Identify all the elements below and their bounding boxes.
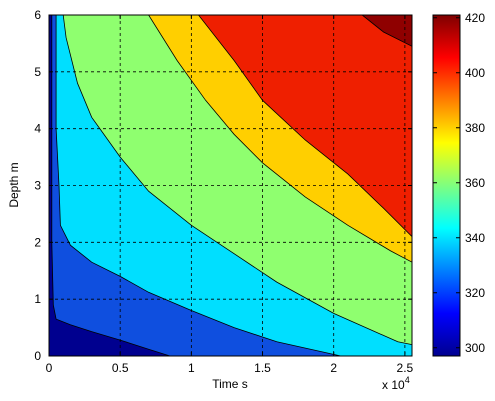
- x-axis-label: Time s: [212, 377, 248, 391]
- x-axis-exponent: x 104: [382, 375, 410, 392]
- y-tick-label: 1: [34, 292, 41, 306]
- contour-line-350: [62, 15, 412, 345]
- contour-lines: [51, 15, 412, 356]
- x-tick-label: 0: [46, 361, 53, 375]
- y-tick-label: 5: [34, 65, 41, 79]
- y-tick-label: 4: [34, 122, 41, 136]
- y-tick-label: 2: [34, 235, 41, 249]
- x-tick-label: 1.5: [254, 361, 271, 375]
- colorbar-tick-label: 360: [465, 176, 485, 190]
- y-tick-label: 6: [34, 8, 41, 22]
- y-axis-label: Depth m: [7, 162, 21, 207]
- contour-line-310: [51, 15, 171, 356]
- x-tick-label: 0.5: [112, 361, 129, 375]
- x-tick-label: 1: [188, 361, 195, 375]
- colorbar-tick-label: 320: [465, 286, 485, 300]
- x-tick-label: 2: [330, 361, 337, 375]
- y-tick-label: 0: [34, 349, 41, 363]
- contour-band-1: [49, 15, 341, 356]
- contour-band-0: [49, 15, 170, 356]
- x-axis: 0 0.5 1 1.5 2 2.5: [46, 15, 414, 375]
- colorbar-tick-label: 300: [465, 341, 485, 355]
- contour-band-2: [49, 15, 412, 356]
- y-axis: 0 1 2 3 4 5 6: [34, 8, 412, 363]
- grid-lines: [49, 15, 412, 356]
- colorbar-tick-label: 340: [465, 231, 485, 245]
- colorbar: [433, 15, 460, 356]
- colorbar-tick-label: 400: [465, 66, 485, 80]
- colorbar-axis: 300 320 340 360 380 400 420: [433, 11, 485, 355]
- contour-line-330: [55, 15, 341, 356]
- colorbar-tick-label: 380: [465, 121, 485, 135]
- colorbar-tick-label: 420: [465, 11, 485, 25]
- contour-line-410: [361, 15, 412, 47]
- contour-line-390: [198, 15, 412, 237]
- colorbar-frame: [432, 14, 461, 357]
- y-tick-label: 3: [34, 179, 41, 193]
- x-tick-label: 2.5: [397, 361, 414, 375]
- contour-line-370: [148, 15, 412, 263]
